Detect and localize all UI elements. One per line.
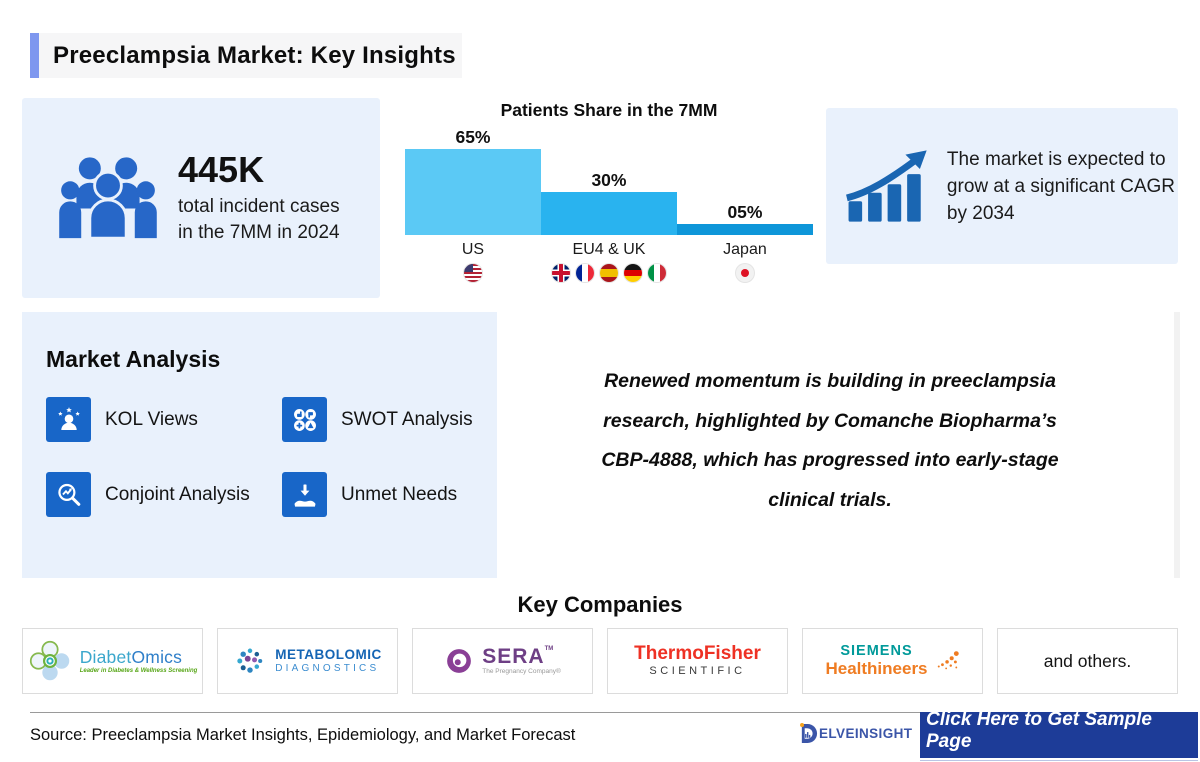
diabetomics-tagline: Leader in Diabetes & Wellness Screening	[79, 668, 198, 675]
company-logo-metabolomic-diagnostics: METABOLOMIC DIAGNOSTICS	[217, 628, 398, 694]
market-analysis-item-swot: SWOT Analysis	[282, 397, 486, 442]
growth-statement: The market is expected to grow at a sign…	[946, 148, 1176, 224]
metabolomic-subtitle: DIAGNOSTICS	[275, 662, 380, 674]
sample-page-button-label: Click Here to Get Sample Page	[920, 709, 1198, 761]
sera-wordmark: SERA	[482, 645, 545, 669]
page-title: Preeclampsia Market: Key Insights	[53, 41, 456, 69]
incident-cases-card: 445K total incident cases in the 7MM in …	[22, 98, 380, 298]
chart-flags-row	[405, 264, 813, 282]
market-analysis-item-conjoint: Conjoint Analysis	[46, 472, 272, 517]
healthineers-wordmark: Healthineers	[825, 658, 928, 678]
bar-column-japan: 05%	[676, 202, 813, 235]
quote-line: research, highlighted by Comanche Biopha…	[603, 409, 1057, 432]
market-analysis-panel: Market Analysis KOL Views	[22, 312, 497, 578]
conjoint-analysis-icon	[57, 483, 80, 506]
sera-swirl-icon	[447, 649, 472, 673]
footer-divider	[30, 712, 920, 713]
market-analysis-label: KOL Views	[105, 408, 198, 430]
flag-italy-icon	[647, 264, 666, 282]
diabetomics-wordmark-part2: Omics	[131, 646, 183, 667]
bar-us	[405, 149, 541, 235]
sample-page-button[interactable]: Click Here to Get Sample Page	[920, 709, 1198, 761]
siemens-wordmark: SIEMENS	[840, 643, 913, 660]
bar-column-us: 65%	[405, 127, 541, 235]
growth-chart-icon	[846, 150, 927, 222]
category-japan: Japan	[723, 241, 767, 258]
chart-bars: 65% 30% 05%	[405, 125, 813, 235]
chart-title: Patients Share in the 7MM	[500, 100, 718, 120]
delveinsight-wordmark: ELVEINSIGHT	[819, 726, 913, 741]
flag-spain-icon	[599, 264, 618, 282]
company-logo-siemens-healthineers: SIEMENS Healthineers	[802, 628, 983, 694]
market-analysis-label: SWOT Analysis	[341, 408, 473, 430]
bar-value-label: 30%	[591, 170, 627, 190]
bar-eu4-uk	[540, 192, 677, 235]
swot-analysis-icon	[293, 408, 316, 431]
company-logo-row: DiabetOmics Leader in Diabetes & Wellnes…	[22, 628, 1178, 694]
source-text: Source: Preeclampsia Market Insights, Ep…	[30, 726, 576, 744]
page-title-bar: Preeclampsia Market: Key Insights	[30, 33, 462, 78]
sera-tm-mark: TM	[544, 646, 554, 653]
kol-views-icon	[57, 406, 80, 430]
delveinsight-logo: ELVEINSIGHT	[799, 722, 912, 745]
company-others-card: and others.	[997, 628, 1178, 694]
incident-value: 445K	[178, 149, 265, 190]
bar-japan	[676, 224, 813, 235]
market-analysis-item-unmet-needs: Unmet Needs	[282, 472, 486, 517]
category-eu4-uk: EU4 & UK	[572, 241, 646, 258]
flag-uk-icon	[551, 264, 570, 282]
delveinsight-d-icon	[800, 722, 818, 743]
thermofisher-subtitle: SCIENTIFIC	[649, 665, 746, 678]
flag-japan-icon	[735, 264, 754, 282]
panel-edge-strip	[1174, 312, 1180, 578]
key-companies-heading: Key Companies	[517, 592, 683, 617]
quote-line: Renewed momentum is building in preeclam…	[604, 370, 1056, 392]
quote-line: clinical trials.	[768, 488, 892, 511]
bar-column-eu4-uk: 30%	[540, 170, 677, 235]
market-analysis-label: Conjoint Analysis	[105, 483, 250, 505]
thermofisher-wordmark: ThermoFisher	[634, 643, 761, 665]
market-analysis-item-kol-views: KOL Views	[46, 397, 272, 442]
quote-line: CBP-4888, which has progressed into earl…	[601, 449, 1059, 471]
chart-category-labels: US EU4 & UK Japan	[405, 241, 813, 259]
incident-caption-line2: in the 7MM in 2024	[178, 222, 340, 243]
unmet-needs-icon	[294, 484, 315, 507]
diabetomics-wordmark-part1: Diabet	[79, 646, 132, 667]
healthineers-dots-icon	[937, 651, 959, 670]
people-group-icon	[59, 157, 157, 240]
company-logo-thermo-fisher: ThermoFisher SCIENTIFIC	[607, 628, 788, 694]
company-logo-diabetomics: DiabetOmics Leader in Diabetes & Wellnes…	[22, 628, 203, 694]
patients-share-chart: Patients Share in the 7MM 65% 30% 05% US…	[405, 100, 813, 282]
bar-value-label: 05%	[727, 202, 763, 222]
flag-france-icon	[575, 264, 594, 282]
metabolomic-globe-icon	[237, 648, 263, 673]
metabolomic-wordmark: METABOLOMIC	[275, 646, 382, 662]
flag-germany-icon	[623, 264, 642, 282]
market-analysis-heading: Market Analysis	[46, 346, 221, 372]
bar-value-label: 65%	[455, 127, 491, 147]
incident-caption-line1: total incident cases	[178, 196, 340, 217]
company-logo-sera: SERATM The Pregnancy Company®	[412, 628, 593, 694]
diabetomics-flower-icon	[29, 640, 69, 681]
sera-tagline: The Pregnancy Company®	[482, 668, 561, 676]
and-others-label: and others.	[1043, 650, 1132, 671]
market-growth-card: The market is expected to grow at a sign…	[826, 108, 1178, 264]
category-us: US	[461, 241, 485, 258]
flag-us-icon	[463, 264, 482, 282]
market-analysis-label: Unmet Needs	[341, 483, 458, 505]
insight-quote: Renewed momentum is building in preeclam…	[500, 362, 1160, 520]
